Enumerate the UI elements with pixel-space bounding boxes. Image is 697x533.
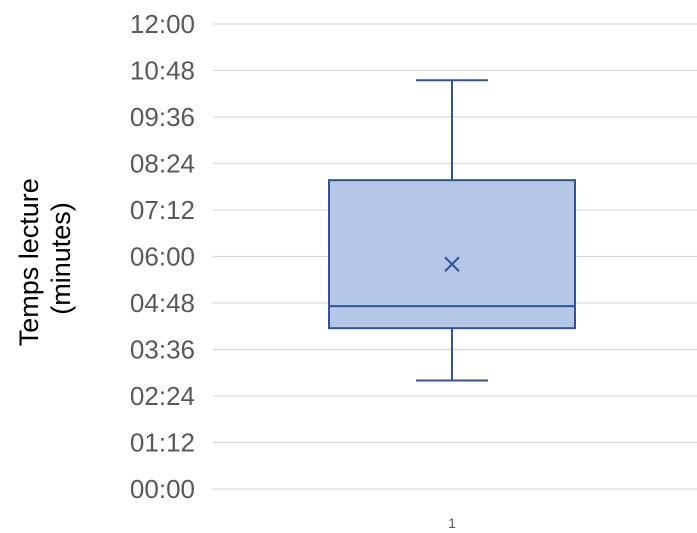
y-tick-label-0: 00:00 xyxy=(130,474,195,504)
y-axis-title-line-2: (minutes) xyxy=(46,202,76,315)
y-tick-label-9: 10:48 xyxy=(130,56,195,86)
y-tick-label-10: 12:00 xyxy=(130,9,195,39)
y-axis-tick-labels: 00:00 01:12 02:24 03:36 04:48 06:00 07:12 08:24… xyxy=(130,9,195,504)
y-tick-label-4: 04:48 xyxy=(130,288,195,318)
y-tick-label-7: 08:24 xyxy=(130,149,195,179)
box-series xyxy=(328,79,576,382)
box-1 xyxy=(328,79,576,382)
mean-marker-stroke-b xyxy=(444,256,460,272)
y-tick-label-6: 07:12 xyxy=(130,195,195,225)
x-axis-tick-labels: 1 xyxy=(448,515,456,531)
y-axis-title-line-1: Temps lecture xyxy=(14,178,44,346)
y-tick-label-2: 02:24 xyxy=(130,381,195,411)
y-axis-title: Temps lecture (minutes) xyxy=(14,171,76,347)
interquartile-box xyxy=(328,179,576,330)
y-tick-label-5: 06:00 xyxy=(130,242,195,272)
x-tick-label-1: 1 xyxy=(448,515,456,531)
y-tick-label-8: 09:36 xyxy=(130,102,195,132)
y-tick-label-3: 03:36 xyxy=(130,335,195,365)
y-tick-label-1: 01:12 xyxy=(130,428,195,458)
mean-marker xyxy=(444,256,460,272)
